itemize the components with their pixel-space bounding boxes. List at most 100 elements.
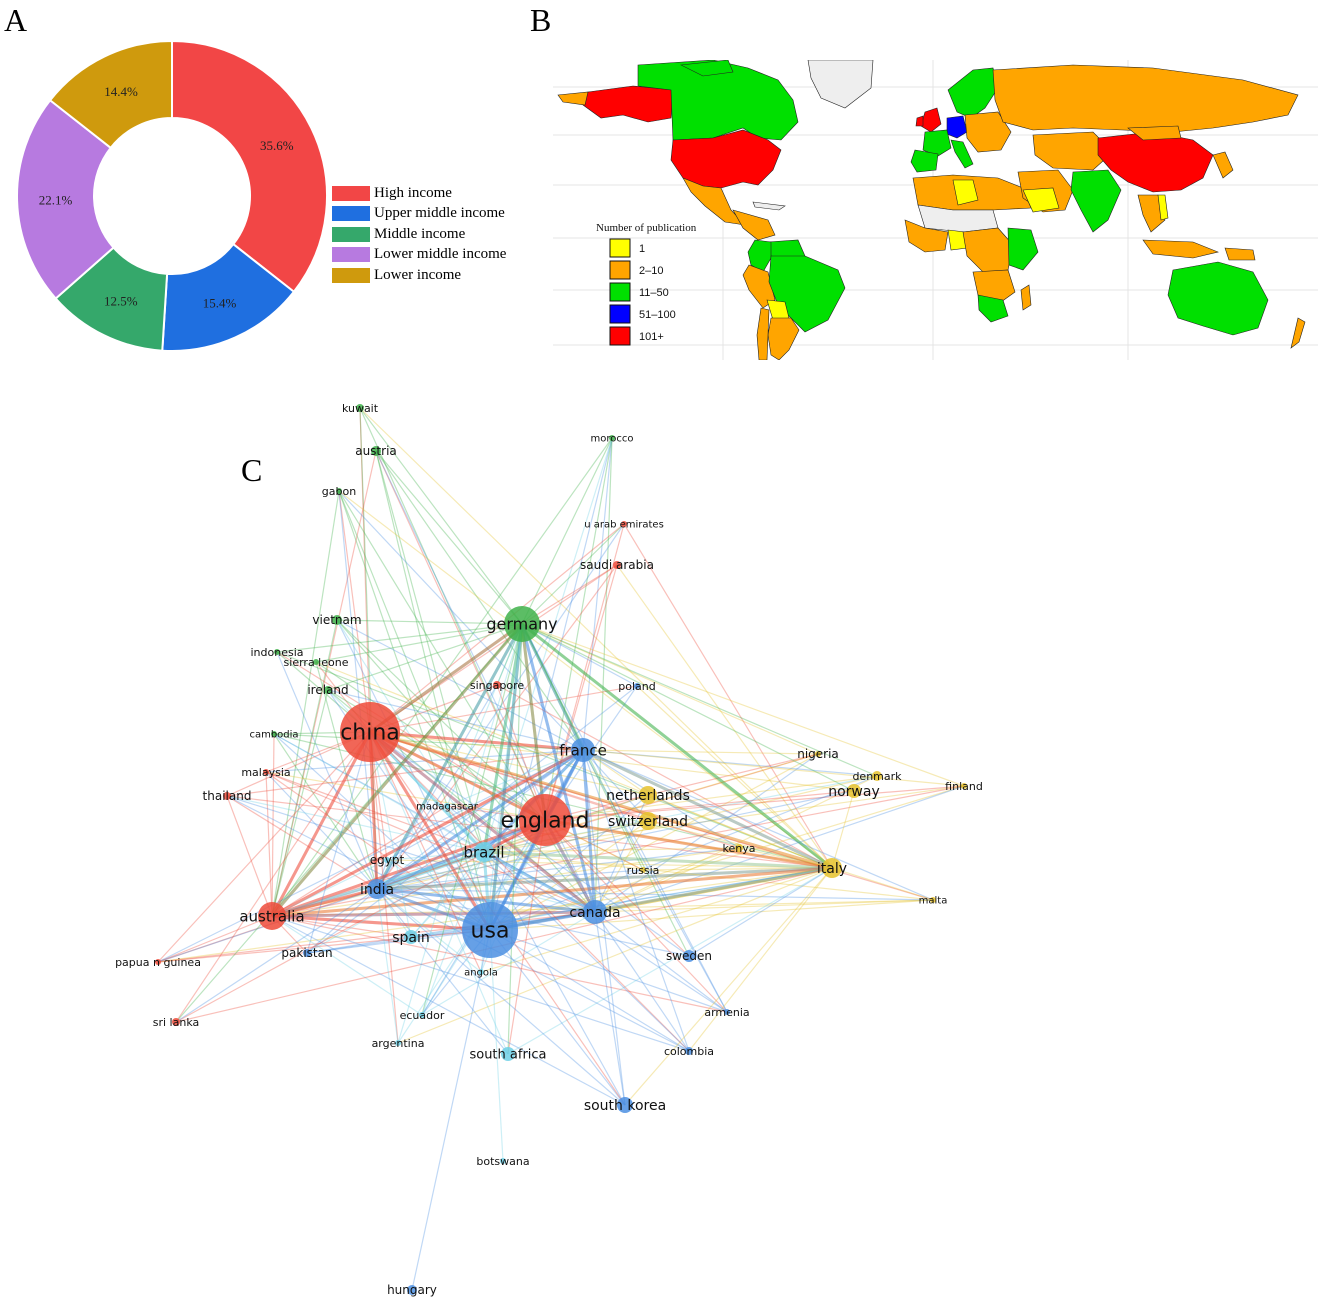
network-edge: [421, 623, 523, 1016]
network-node-label: russia: [627, 864, 660, 877]
network-edge: [483, 820, 649, 853]
network-node-label: china: [340, 721, 400, 746]
network-edge: [265, 771, 273, 917]
network-edge: [369, 730, 584, 752]
map-region-saudi: [1022, 187, 1060, 213]
network-edge: [359, 407, 833, 869]
map-region-e-africa: [1007, 227, 1039, 271]
network-node-label: switzerland: [608, 814, 688, 830]
network-edge: [273, 733, 485, 853]
network-edge: [271, 490, 340, 917]
network-node: [274, 649, 280, 655]
network-edge: [273, 733, 596, 913]
map-region-australia: [1167, 261, 1269, 336]
income-legend: High income Upper middle income Middle inc…: [332, 183, 506, 286]
map-legend-label: 101+: [639, 331, 664, 343]
network-edge: [376, 790, 855, 890]
network-edge: [623, 523, 833, 869]
map-region-ireland: [915, 115, 924, 127]
network-edge: [410, 851, 485, 938]
network-edge: [359, 407, 523, 625]
network-edge: [271, 437, 613, 917]
network-edge: [306, 888, 378, 954]
network-node: [258, 902, 286, 930]
network-edge: [376, 818, 546, 891]
network-edge: [521, 623, 638, 687]
network-node-label: ecuador: [400, 1009, 445, 1022]
network-node: [501, 1047, 515, 1061]
map-region-iberia: [910, 149, 939, 173]
network-edge: [624, 867, 833, 1106]
legend-label: Lower income: [374, 266, 462, 283]
network-edge: [265, 749, 584, 773]
map-legend-label: 1: [639, 243, 645, 255]
network-edge: [276, 651, 546, 821]
network-edge: [489, 866, 833, 932]
network-edge: [544, 785, 965, 821]
network-edge: [270, 731, 372, 917]
network-edge: [376, 818, 546, 891]
network-nodes: [155, 404, 967, 1295]
network-node: [815, 751, 821, 757]
map-region-c-africa: [962, 227, 1014, 273]
network-edge: [521, 623, 690, 957]
network-edge: [271, 748, 584, 918]
network-edge: [488, 623, 524, 931]
network-node-label: austria: [355, 444, 397, 458]
network-edge: [226, 795, 273, 917]
network-edge: [376, 887, 596, 914]
network-edge: [375, 623, 524, 890]
network-edge: [376, 888, 509, 1055]
network-edge: [376, 685, 638, 890]
network-node: [478, 969, 484, 975]
network-edge: [376, 523, 625, 890]
network-edge: [157, 749, 584, 963]
network-edge: [386, 859, 833, 869]
network-edge: [582, 749, 690, 1052]
network-edge: [594, 911, 690, 1052]
network-node-label: saudi arabia: [580, 558, 654, 572]
network-edge: [521, 623, 878, 777]
map-legend: Number of publication 1 2–10 11–50 51–100 101…: [596, 222, 697, 346]
network-edge: [482, 623, 524, 853]
panel-c-label: C: [241, 452, 263, 488]
network-edge: [369, 731, 690, 1052]
network-edge: [327, 689, 584, 751]
network-node-label: england: [501, 809, 590, 834]
network-edge: [375, 450, 523, 625]
network-edge: [594, 820, 649, 913]
legend-swatch: [332, 247, 370, 263]
network-node-label: finland: [945, 780, 983, 793]
network-edge: [271, 818, 546, 918]
network-edge: [594, 847, 740, 913]
donut-slice-label: 12.5%: [104, 294, 138, 309]
legend-swatch: [332, 226, 370, 242]
network-edge: [636, 685, 833, 869]
network-edge: [411, 929, 491, 1291]
legend-item: High income: [332, 183, 506, 204]
panel-b-label: B: [530, 2, 552, 38]
network-edge: [489, 929, 626, 1106]
map-legend-label: 11–50: [639, 287, 669, 299]
network-edge: [369, 731, 649, 822]
network-edge: [368, 731, 492, 931]
network-edge: [496, 684, 833, 869]
network-node-label: egypt: [370, 853, 405, 867]
donut-slice-label: 14.4%: [104, 84, 138, 99]
network-node: [724, 1009, 730, 1015]
network-edge: [520, 623, 597, 913]
network-node: [462, 902, 518, 958]
network-edge: [582, 749, 819, 755]
network-edge: [369, 731, 690, 957]
network-edge: [410, 749, 584, 938]
network-edge: [489, 929, 728, 1013]
network-edge: [520, 623, 547, 821]
network-edge: [521, 623, 855, 792]
map-region-cuba: [752, 201, 786, 211]
network-edge: [582, 749, 728, 1013]
network-edge: [369, 730, 584, 752]
network-node-label: italy: [817, 861, 847, 877]
network-edge: [271, 915, 690, 1052]
network-edge: [376, 888, 934, 901]
network-edge: [376, 748, 584, 891]
